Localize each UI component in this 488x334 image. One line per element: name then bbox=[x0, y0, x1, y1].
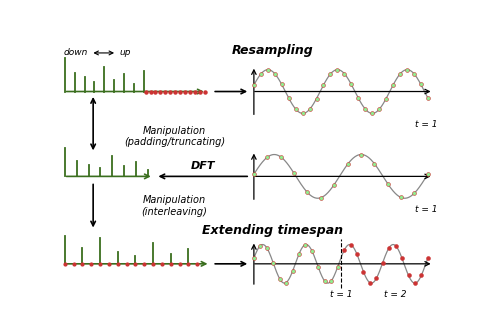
Text: t = 1: t = 1 bbox=[329, 290, 352, 299]
Text: Manipulation
(padding/truncating): Manipulation (padding/truncating) bbox=[124, 126, 225, 147]
Text: DFT: DFT bbox=[191, 161, 215, 171]
Text: t = 1: t = 1 bbox=[415, 120, 437, 129]
Text: down: down bbox=[64, 48, 88, 57]
Text: Extending timespan: Extending timespan bbox=[203, 224, 343, 237]
Text: t = 1: t = 1 bbox=[415, 205, 437, 214]
Text: up: up bbox=[120, 48, 131, 57]
Text: Resampling: Resampling bbox=[232, 44, 314, 57]
Text: t = 2: t = 2 bbox=[385, 290, 407, 299]
Text: Manipulation
(interleaving): Manipulation (interleaving) bbox=[142, 195, 207, 217]
